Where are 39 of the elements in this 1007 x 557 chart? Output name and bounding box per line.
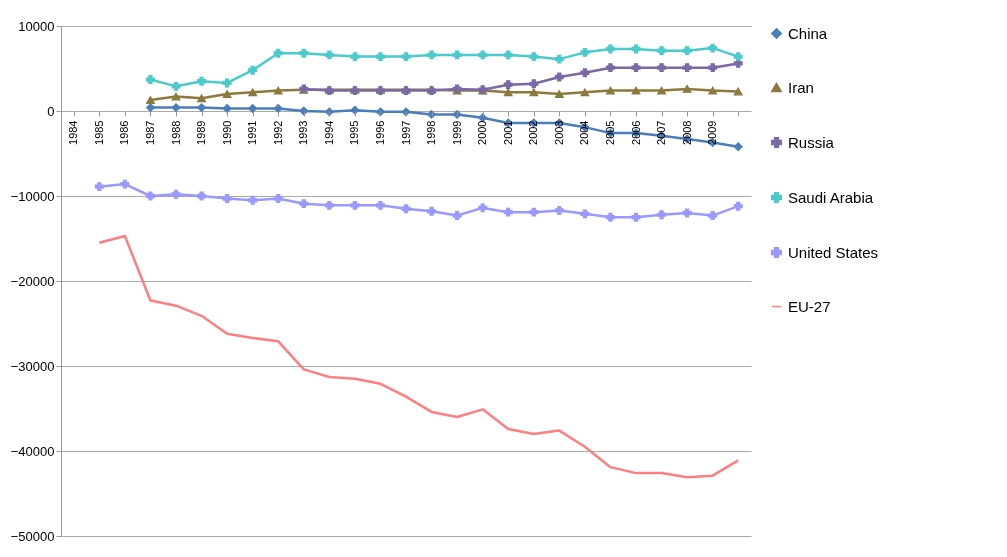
legend-label: Iran [788,78,814,96]
x-tick-label: 2000 [476,120,489,145]
x-tick-label: 1993 [297,120,310,145]
legend-label: Saudi Arabia [788,188,874,206]
x-tick-label: 2004 [578,120,591,145]
legend-label: EU-27 [788,297,831,315]
x-tick-label: 2003 [552,120,565,145]
x-tick-label: 1991 [246,120,259,145]
x-tick-label: 2006 [629,120,642,145]
y-tick-label: −10000 [10,188,55,204]
x-tick-label: 1992 [271,120,284,145]
x-tick-label: 1996 [373,120,386,145]
legend-label: Russia [788,133,835,151]
x-tick-label: 2001 [501,120,514,145]
x-tick-label: 2005 [603,120,616,145]
x-tick-label: 2007 [655,120,668,145]
x-tick-label: 1987 [143,120,156,145]
x-tick-label: 1999 [450,120,463,145]
x-tick-label: 1997 [399,120,412,145]
y-tick-label: −40000 [10,443,55,459]
legend-label: United States [788,243,879,261]
legend-label: China [788,24,828,42]
x-tick-label: 1995 [348,120,361,145]
y-tick-label: −50000 [10,528,55,544]
x-tick-label: 1990 [220,120,233,145]
x-tick-label: 1984 [67,120,80,145]
x-tick-label: 2009 [706,120,719,145]
x-tick-label: 1998 [425,120,438,145]
y-tick-label: 0 [47,103,55,119]
x-tick-label: 2002 [527,120,540,145]
x-tick-label: 2008 [680,120,693,145]
y-tick-label: −30000 [10,358,55,374]
x-tick-label: 1988 [169,120,182,145]
x-tick-label: 1986 [118,120,131,145]
x-tick-label: 1985 [92,120,105,145]
x-tick-label: 1994 [322,120,335,145]
x-tick-label: 1989 [195,120,208,145]
y-tick-label: 10000 [18,18,55,34]
y-tick-label: −20000 [10,273,55,289]
